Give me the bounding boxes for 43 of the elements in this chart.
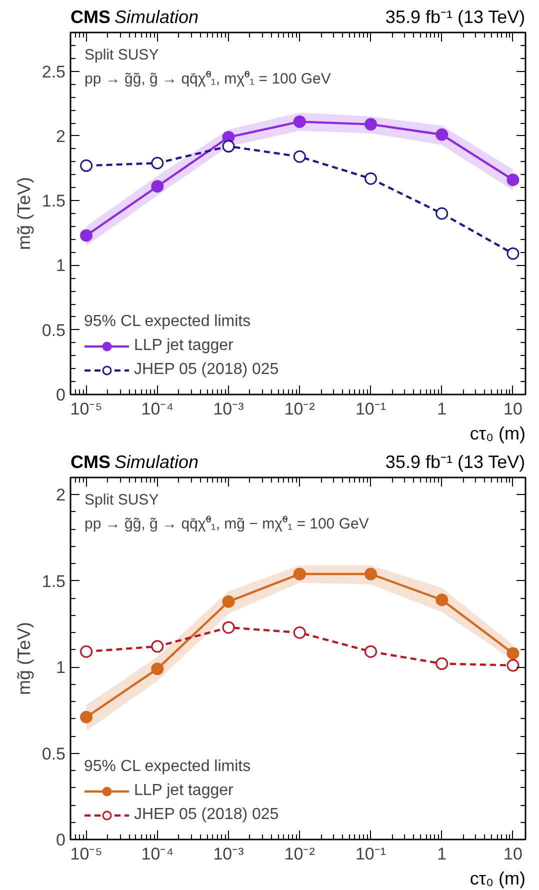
legend-label: LLP jet tagger [134,337,234,355]
annotation: pp → g̃g̃, g̃ → qq̄χ̃⁰₁, mχ̃⁰₁ = 100 GeV [84,70,331,88]
x-tick-label: 10⁻⁵ [70,844,102,864]
y-tick-label: 2 [56,486,66,505]
legend-label: JHEP 05 (2018) 025 [134,806,279,824]
y-tick-label: 1 [56,256,66,276]
legend-label: JHEP 05 (2018) 025 [134,361,279,379]
chart-title: CMS Simulation [70,452,199,472]
x-tick-label: 10⁻⁴ [141,844,174,864]
y-axis-title: mg̃ (TeV) [14,622,34,696]
chart-title: CMS Simulation [70,6,199,27]
x-tick-label: 10 [504,400,522,418]
x-tick-label: 10⁻³ [213,400,244,418]
y-tick-label: 2.5 [42,62,66,82]
x-tick-label: 10⁻² [284,400,316,418]
legend-label: LLP jet tagger [134,782,234,800]
annotation: Split SUSY [84,46,159,64]
legend-title: 95% CL expected limits [84,313,252,331]
x-tick-label: 10⁻² [284,844,316,864]
x-tick-label: 10⁻¹ [355,400,386,418]
annotation: pp → g̃g̃, g̃ → qq̄χ̃⁰₁, mg̃ − mχ̃⁰₁ = 100 GeV [84,516,369,532]
x-tick-label: 10⁻³ [213,844,244,864]
y-tick-label: 1.5 [42,192,66,211]
x-tick-label: 10⁻¹ [355,844,386,864]
y-tick-label: 0.5 [42,320,66,340]
text: 35.9 fb⁻¹ (13 TeV) [385,452,526,472]
y-tick-label: 0 [56,830,66,850]
y-axis-title: mg̃ (TeV) [14,176,34,250]
annotation: Split SUSY [84,492,159,508]
text: 35.9 fb⁻¹ (13 TeV) [385,6,526,27]
x-tick-label: 1 [437,844,447,864]
x-axis-title: cτ₀ (m) [470,868,526,888]
y-tick-label: 2 [56,126,66,146]
x-axis-title: cτ₀ (m) [470,424,526,444]
x-tick-label: 10⁻⁵ [70,400,102,418]
y-tick-label: 1.5 [42,572,66,591]
x-tick-label: 10 [504,844,522,864]
legend-title: 95% CL expected limits [84,758,252,776]
y-tick-label: 1 [56,658,66,678]
x-tick-label: 1 [437,400,447,418]
x-tick-label: 10⁻⁴ [141,400,174,418]
y-tick-label: 0.5 [42,744,66,764]
y-tick-label: 0 [56,386,66,404]
